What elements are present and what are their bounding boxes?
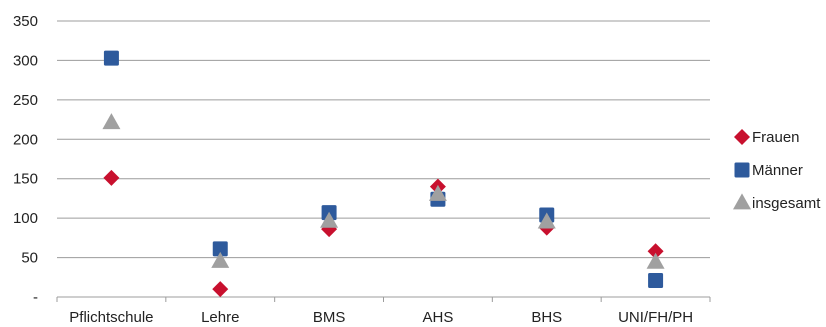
y-axis-labels: - 50 100 150 200 250 300 350 xyxy=(13,13,38,306)
y-tick-label: 350 xyxy=(13,13,38,30)
point-m-nner-1 xyxy=(212,241,228,257)
x-tick-label: BMS xyxy=(313,309,346,326)
x-tick-label: Lehre xyxy=(201,309,239,326)
point-insgesamt-4 xyxy=(537,212,556,229)
y-tick-label: 50 xyxy=(21,250,38,267)
point-insgesamt-3 xyxy=(428,184,447,201)
legend-marker-frauen xyxy=(734,129,750,145)
legend-label: Männer xyxy=(752,162,803,179)
legend-label: Frauen xyxy=(752,129,800,146)
legend-item-m-nner: Männer xyxy=(734,162,803,179)
y-tick-label: 200 xyxy=(13,131,38,148)
point-frauen-1 xyxy=(212,281,229,298)
axes xyxy=(56,296,711,302)
data-points xyxy=(102,50,665,298)
x-tick-label: UNI/FH/PH xyxy=(618,309,693,326)
point-m-nner-5 xyxy=(648,272,664,288)
point-insgesamt-1 xyxy=(211,251,230,268)
x-tick-label: BHS xyxy=(531,309,562,326)
point-m-nner-0 xyxy=(103,50,119,66)
point-insgesamt-0 xyxy=(102,113,121,130)
point-frauen-5 xyxy=(647,243,664,260)
point-insgesamt-5 xyxy=(646,252,665,269)
legend: Frauen Männer insgesamt xyxy=(733,129,821,212)
y-tick-label: - xyxy=(33,289,38,306)
legend-marker-insgesamt xyxy=(733,193,751,210)
legend-item-insgesamt: insgesamt xyxy=(733,193,821,212)
legend-label: insgesamt xyxy=(752,195,821,212)
y-tick-label: 150 xyxy=(13,171,38,188)
y-tick-label: 300 xyxy=(13,52,38,69)
gridlines xyxy=(57,20,710,259)
legend-marker-m-nner xyxy=(734,162,750,178)
point-insgesamt-2 xyxy=(320,211,339,228)
y-tick-label: 250 xyxy=(13,92,38,109)
x-tick-label: AHS xyxy=(422,309,453,326)
x-tick-label: Pflichtschule xyxy=(69,309,153,326)
legend-item-frauen: Frauen xyxy=(734,129,800,146)
x-axis-labels: Pflichtschule Lehre BMS AHS BHS UNI/FH/PH xyxy=(69,309,693,326)
point-frauen-0 xyxy=(103,169,120,186)
y-tick-label: 100 xyxy=(13,210,38,227)
